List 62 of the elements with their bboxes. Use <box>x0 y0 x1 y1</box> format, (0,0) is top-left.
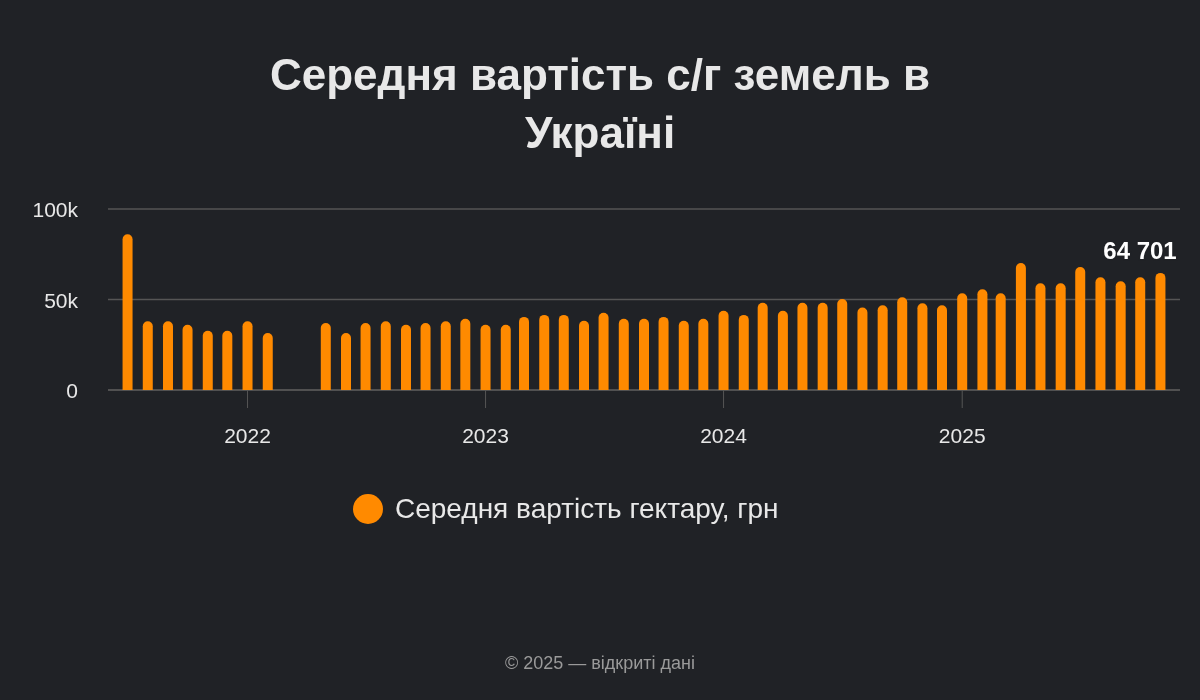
text: © 2025 — відкриті дані <box>504 653 696 673</box>
bar <box>500 324 511 390</box>
bar <box>539 314 550 390</box>
bar <box>977 289 988 390</box>
bar <box>162 321 173 390</box>
bar <box>957 293 968 390</box>
bar <box>598 312 609 390</box>
legend-label: Середня вартість гектару, грн <box>395 493 779 524</box>
bar <box>1035 283 1046 390</box>
bar <box>1155 272 1166 390</box>
bar <box>658 316 669 390</box>
y-tick-label: 100k <box>32 198 79 221</box>
bar <box>341 332 351 390</box>
bar <box>142 321 153 390</box>
x-tick-label: 2024 <box>700 424 748 447</box>
bar <box>480 324 491 390</box>
bar <box>579 320 590 390</box>
x-tick-label: 2022 <box>224 424 271 447</box>
bar <box>519 316 530 390</box>
bar <box>1015 263 1026 390</box>
bar <box>1075 267 1086 390</box>
bar <box>817 302 828 390</box>
x-tick-label: 2025 <box>938 424 986 447</box>
bar <box>639 318 649 390</box>
bar <box>420 323 431 390</box>
bar <box>440 321 451 390</box>
bar <box>360 323 371 390</box>
bar <box>995 293 1006 390</box>
bar <box>937 305 947 390</box>
bar <box>857 307 868 390</box>
bar <box>1055 283 1066 390</box>
bar <box>757 302 768 390</box>
bar <box>182 324 193 390</box>
bar <box>917 303 928 390</box>
bar <box>897 297 908 390</box>
bar <box>777 310 788 390</box>
bar <box>618 318 629 390</box>
bar <box>558 314 569 390</box>
bar <box>202 330 213 390</box>
bar <box>122 234 133 390</box>
bar <box>401 324 411 390</box>
bar <box>320 323 331 390</box>
y-tick-label: 50k <box>44 288 79 312</box>
bar <box>380 321 391 390</box>
bar <box>837 298 848 390</box>
bar <box>242 321 253 390</box>
bar <box>1095 277 1106 390</box>
bar <box>718 310 729 390</box>
bar <box>738 314 749 390</box>
x-tick-label: 2023 <box>462 424 509 447</box>
bar <box>1135 277 1146 390</box>
chart-title: Середня вартість с/г земель в Україні <box>269 50 931 157</box>
bar <box>460 318 471 390</box>
bar <box>797 302 808 390</box>
bar <box>222 330 233 390</box>
data-label: 64 701 <box>1103 236 1177 264</box>
bar <box>1115 281 1126 390</box>
bar <box>698 318 709 390</box>
y-tick-label: 0 <box>66 379 78 402</box>
bar <box>877 305 888 390</box>
bar <box>262 332 273 390</box>
bar <box>678 320 689 390</box>
